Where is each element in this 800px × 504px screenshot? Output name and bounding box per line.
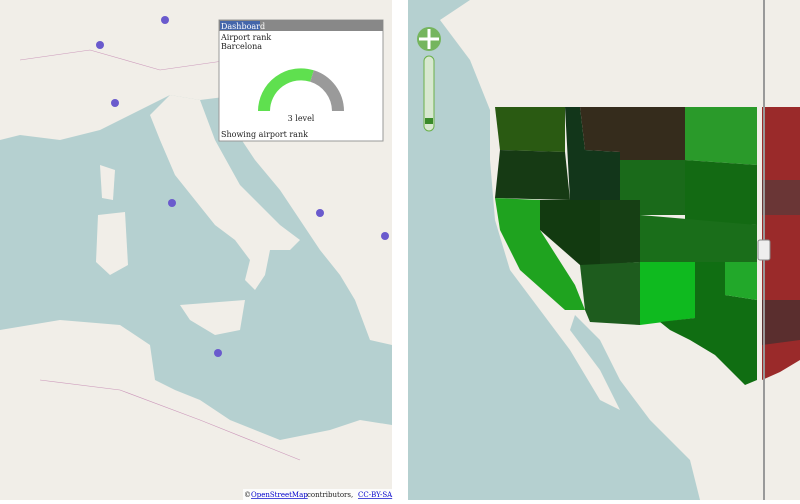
attribution-link[interactable]: OpenStreetMap [251, 491, 308, 499]
airport[interactable] [214, 349, 222, 357]
balkans [235, 95, 392, 345]
sardinia [96, 212, 128, 275]
attribution: © OpenStreetMap contributors, CC-BY-SA [243, 489, 393, 500]
us-map[interactable] [408, 0, 800, 500]
zoom-thumb[interactable] [425, 118, 433, 124]
state[interactable] [495, 107, 565, 152]
mediterranean-map[interactable]: Dashboard Airport rank Barcelona 3 level… [0, 0, 393, 500]
popup: Dashboard Airport rank Barcelona 3 level… [218, 19, 384, 142]
gauge-label: 3 level [288, 114, 315, 123]
state[interactable] [540, 200, 600, 265]
popup-box [218, 19, 384, 142]
state[interactable] [580, 262, 640, 325]
state[interactable] [580, 107, 685, 160]
airport[interactable] [168, 199, 176, 207]
airport[interactable] [161, 16, 169, 24]
state[interactable] [685, 107, 757, 165]
attribution-prefix: © [244, 491, 251, 499]
airports [96, 16, 389, 357]
states [495, 107, 800, 385]
africa [0, 320, 392, 500]
pan-cross [419, 29, 439, 49]
zoom-slider[interactable] [423, 55, 435, 132]
attribution-license[interactable]: CC-BY-SA [358, 491, 393, 499]
airport[interactable] [316, 209, 324, 217]
state[interactable] [640, 262, 695, 325]
state[interactable] [600, 200, 640, 265]
state[interactable] [685, 160, 757, 225]
sicily [180, 300, 245, 335]
airport[interactable] [381, 232, 389, 240]
state[interactable] [640, 215, 757, 262]
state[interactable] [762, 300, 800, 345]
popup-footer: Showing airport rank [221, 130, 308, 139]
state[interactable] [495, 150, 570, 200]
airport[interactable] [111, 99, 119, 107]
popup-header [219, 20, 383, 31]
state[interactable] [660, 262, 757, 385]
zoom-control [417, 27, 441, 132]
state[interactable] [565, 107, 620, 200]
attribution-text: contributors, [307, 491, 353, 499]
state[interactable] [495, 198, 585, 310]
gauge-fill [258, 68, 314, 112]
popup-line: Airport rank [220, 33, 271, 42]
swipe-handle[interactable] [757, 239, 771, 261]
italy [150, 95, 300, 290]
state[interactable] [620, 160, 685, 215]
state[interactable] [762, 180, 800, 215]
popup-title-highlight [220, 21, 260, 30]
gauge-rest [309, 70, 344, 112]
airport[interactable] [96, 41, 104, 49]
corsica [100, 165, 115, 200]
attribution-bg [243, 489, 392, 500]
popup-line: Barcelona [221, 42, 262, 51]
popup-title: Dashboard [221, 22, 265, 31]
state[interactable] [725, 262, 757, 300]
